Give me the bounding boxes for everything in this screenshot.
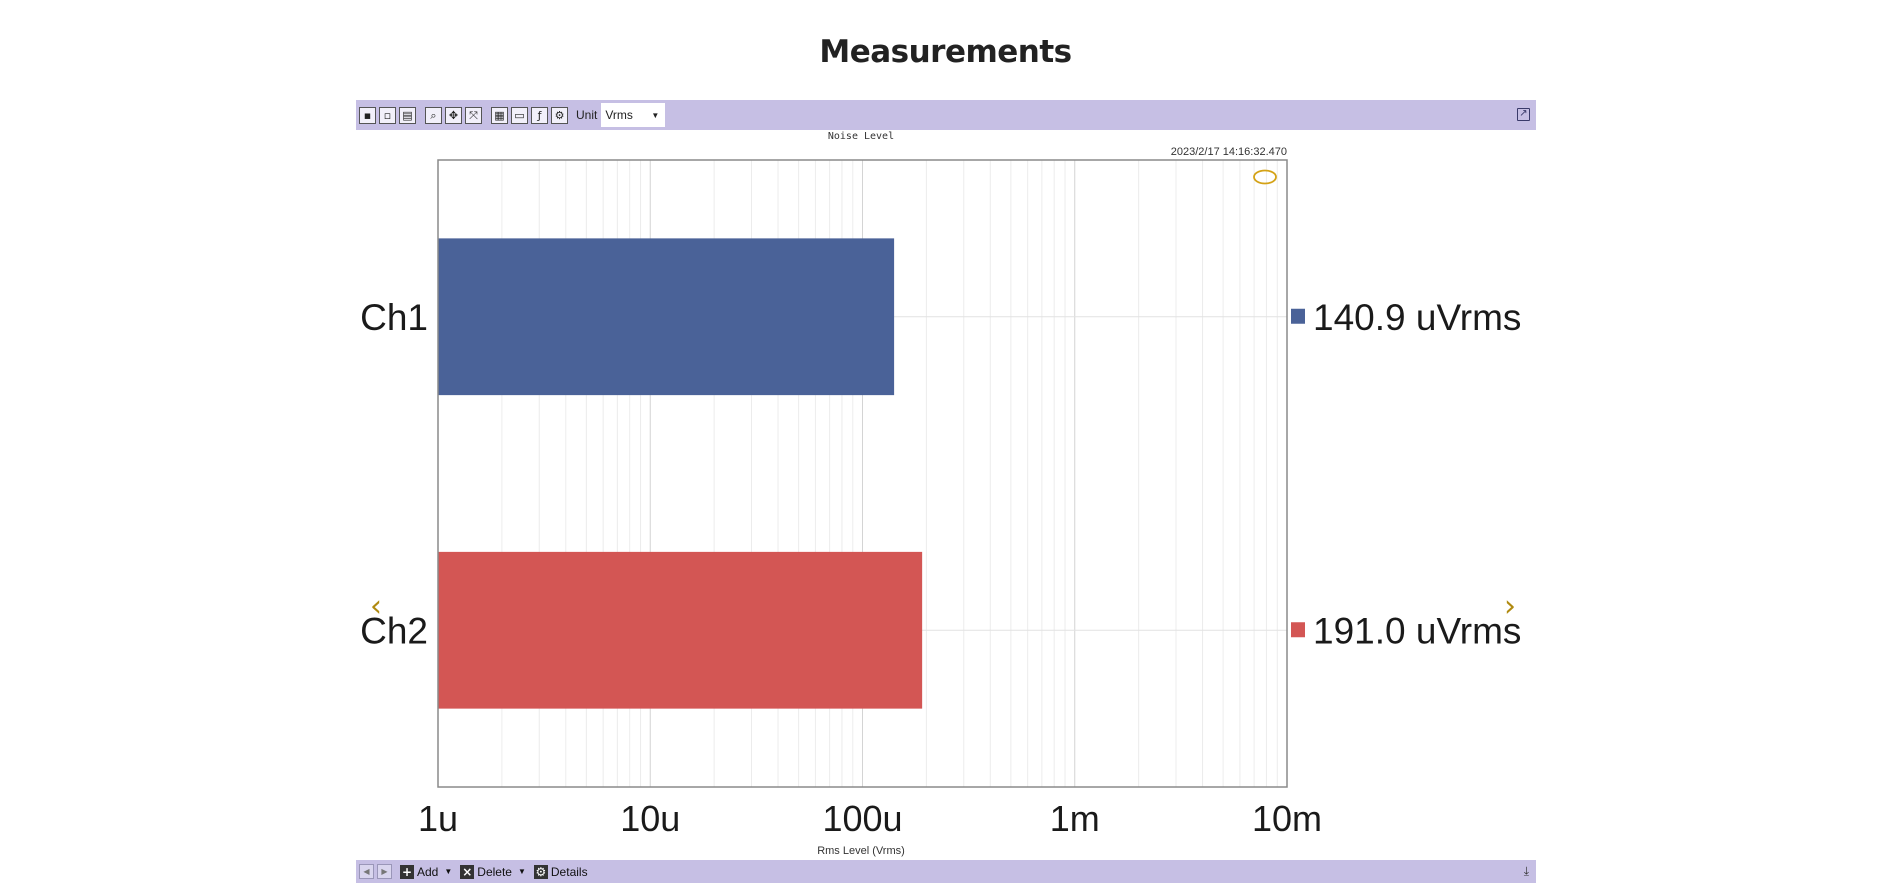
- print-icon[interactable]: ▤: [399, 106, 416, 124]
- footer-bar: ◀ ▶ + Add ▼ × Delete ▼ ⚙ Details ⤓: [356, 860, 1536, 883]
- unit-select[interactable]: Vrms ▼: [601, 103, 666, 127]
- x-axis-label: Rms Level (Vrms): [817, 845, 905, 857]
- settings-icon[interactable]: ⚙: [551, 106, 568, 124]
- timestamp: 2023/2/17 14:16:32.470: [1171, 146, 1287, 158]
- zoom-icon[interactable]: ⌕: [425, 106, 442, 124]
- bar-ch1: [438, 238, 895, 396]
- next-arrow-icon[interactable]: ›: [1504, 589, 1516, 624]
- chevron-down-icon: ▼: [651, 110, 660, 120]
- fit-icon[interactable]: ⤧: [465, 106, 482, 124]
- add-button[interactable]: + Add ▼: [400, 864, 453, 879]
- pan-icon[interactable]: ✥: [445, 106, 462, 124]
- chevron-down-icon: ▼: [444, 867, 453, 876]
- legend-swatch: [1291, 308, 1305, 324]
- export-icon[interactable]: ↗: [1517, 108, 1530, 121]
- save-as-icon[interactable]: ▫: [379, 106, 396, 124]
- bar-ch2: [438, 551, 923, 709]
- fx-icon[interactable]: ƒ: [531, 106, 548, 124]
- x-tick-label: 100u: [822, 798, 902, 839]
- category-label: Ch1: [360, 297, 428, 338]
- unit-value: Vrms: [605, 108, 633, 122]
- unit-label: Unit: [576, 108, 598, 122]
- x-tick-label: 10m: [1252, 798, 1322, 839]
- table-icon[interactable]: ▦: [491, 106, 508, 124]
- gear-icon: ⚙: [533, 864, 548, 879]
- plus-icon: +: [400, 864, 414, 879]
- ap-logo-icon: [1253, 169, 1277, 185]
- measurement-panel: ▪ ▫ ▤ ⌕ ✥ ⤧ ▦ ▭ ƒ ⚙ Unit Vrms ▼ ↗ Ch1 140…: [356, 100, 1536, 883]
- delete-button[interactable]: × Delete ▼: [460, 864, 526, 879]
- download-icon[interactable]: ⤓: [1523, 864, 1529, 878]
- last-page-icon[interactable]: ▶: [377, 864, 392, 879]
- value-label: 191.0 uVrms: [1313, 610, 1521, 651]
- page-title: Measurements: [819, 34, 1072, 70]
- value-label: 140.9 uVrms: [1313, 297, 1521, 338]
- chart-title: Noise Level: [828, 131, 894, 142]
- screen-icon[interactable]: ▭: [511, 106, 528, 124]
- chevron-down-icon: ▼: [517, 867, 526, 876]
- category-label: Ch2: [360, 610, 428, 651]
- details-button[interactable]: ⚙ Details: [533, 864, 588, 879]
- previous-arrow-icon[interactable]: ‹: [370, 589, 382, 624]
- close-icon: ×: [460, 864, 475, 879]
- x-tick-label: 1m: [1050, 798, 1100, 839]
- legend-swatch: [1291, 622, 1305, 638]
- chart: Ch1 140.9 uVrms Ch2 191.0 uVrms 1u 10u 100u 1m 1…: [360, 131, 1521, 857]
- toolbar: ▪ ▫ ▤ ⌕ ✥ ⤧ ▦ ▭ ƒ ⚙ Unit Vrms ▼ ↗: [356, 100, 1536, 130]
- plot-frame: [437, 159, 1288, 788]
- x-tick-label: 1u: [418, 798, 458, 839]
- save-icon[interactable]: ▪: [359, 106, 376, 124]
- x-tick-label: 10u: [620, 798, 680, 839]
- first-page-icon[interactable]: ◀: [359, 864, 374, 879]
